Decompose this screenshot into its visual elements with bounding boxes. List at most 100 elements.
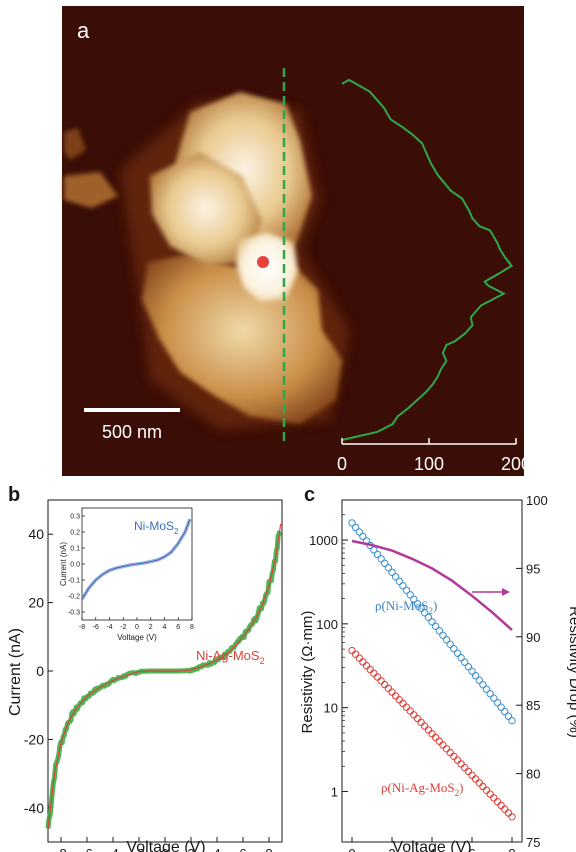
ni-mos2-point	[450, 645, 458, 653]
res-xtick-label: 8	[508, 846, 515, 852]
drop-ytick-label: 100	[526, 493, 548, 508]
res-xtick-label: 6	[468, 846, 475, 852]
ni-mos2-point	[457, 654, 465, 662]
afm-lower-grain	[142, 255, 342, 424]
ni-mos2-point	[351, 523, 360, 532]
ni-ag-mos2-point	[442, 745, 451, 753]
inset-axis-ticks: -8 -6 -4 -2 0 2 4 6 8 -0.3 -0.2 -0.1 0.0 0.1 0.2 0.3	[68, 514, 194, 632]
drop-ytick-label: 75	[526, 835, 540, 850]
inset-xtick-label: -2	[120, 624, 126, 631]
ni-mos2-point	[428, 618, 436, 626]
ni-ag-mos2-point	[402, 703, 411, 711]
ni-mos2-point	[373, 550, 382, 559]
ni-mos2-point	[395, 577, 403, 585]
iv-xtick-label: 6	[239, 846, 246, 852]
panel-c: c 0 2 4 6 8 1 10 100 1000 75 80 85 90 95 100 ρ(Ni-MoS2…	[299, 484, 576, 852]
ni-mos2-point	[399, 582, 407, 590]
ni-ag-mos2-point	[508, 813, 516, 821]
ni-mos2-point	[497, 703, 505, 711]
res-ytick-label: 10	[324, 701, 338, 716]
ni-ag-mos2-label: ρ(Ni-Ag-MoS2)	[381, 780, 464, 798]
ni-mos2-point	[501, 708, 509, 716]
ni-mos2-point	[431, 622, 440, 630]
ni-ag-mos2-point	[431, 733, 440, 742]
inset-ytick-label: 0.1	[70, 546, 80, 553]
ni-ag-mos2-point	[486, 790, 494, 798]
ni-ag-mos2-point	[497, 801, 505, 810]
ni-ag-mos2-point	[348, 646, 356, 655]
ni-mos2-point	[468, 667, 476, 675]
panel-c-label: c	[304, 484, 315, 506]
ni-ag-mos2-point	[475, 779, 483, 787]
inset-curve-ni-mos2	[81, 519, 191, 600]
right-axis-arrow	[472, 588, 510, 596]
ni-ag-mos2-point	[384, 684, 393, 692]
ni-ag-mos2-point	[351, 650, 360, 658]
profile-axis-ticks: 0 100 200	[337, 438, 531, 474]
ni-mos2-point	[377, 555, 385, 563]
ni-ag-mos2-point	[446, 748, 454, 757]
ni-ag-mos2-point	[428, 730, 436, 738]
iv-ytick-label: -20	[24, 731, 44, 747]
inset-xtick-label: 2	[149, 624, 153, 631]
ni-mos2-point	[410, 595, 418, 603]
ni-ag-mos2-point	[381, 680, 389, 689]
panel-b-label: b	[8, 484, 20, 506]
iv-xtick-label: 8	[265, 846, 272, 852]
iv-xtick-label: -2	[133, 846, 145, 852]
resistivity-drop-line	[351, 539, 513, 631]
ni-ag-mos2-point	[501, 805, 509, 813]
ni-ag-mos2-point	[417, 718, 425, 726]
drop-ytick-label: 95	[526, 561, 540, 576]
iv-xlabel: Voltage (V)	[126, 839, 205, 852]
iv-ytick-label: 40	[28, 526, 44, 542]
ni-mos2-point	[424, 613, 433, 621]
inset-ylabel: Current (nA)	[59, 542, 68, 586]
afm-measurement-spot	[257, 256, 269, 268]
ni-ag-mos2-point	[355, 654, 363, 662]
ni-mos2-point	[348, 519, 356, 527]
res-ytick-label: 1000	[309, 533, 338, 548]
inset-xtick-label: 4	[163, 624, 167, 631]
inset-ytick-label: 0.2	[70, 530, 80, 537]
inset-xtick-label: -8	[79, 624, 85, 631]
ni-ag-mos2-point	[490, 794, 498, 802]
ni-ag-mos2-point	[388, 688, 396, 696]
ni-mos2-point	[475, 676, 483, 684]
ni-ag-mos2-point	[362, 662, 371, 670]
ni-mos2-point	[391, 573, 400, 581]
profile-tick-label: 0	[337, 454, 347, 474]
inset-series-label: Ni-MoS2	[134, 519, 179, 536]
ni-mos2-point	[490, 694, 498, 702]
ni-ag-mos2-point	[424, 726, 433, 734]
ni-ag-mos2-point	[399, 699, 407, 708]
inset-xtick-label: -6	[93, 624, 99, 631]
inset-ytick-label: 0.0	[70, 562, 80, 569]
iv-ytick-label: 20	[28, 595, 44, 611]
ni-ag-mos2-point	[410, 711, 418, 719]
ni-ag-mos2-points	[348, 646, 516, 821]
ni-ag-mos2-point	[377, 677, 385, 685]
afm-bright-grain	[236, 232, 298, 302]
res-xtick-label: 2	[388, 846, 395, 852]
inset-ytick-label: 0.3	[70, 514, 80, 521]
inset-xtick-label: 6	[176, 624, 180, 631]
scale-bar-label: 500 nm	[102, 422, 162, 442]
ni-mos2-label: ρ(Ni-MoS2)	[375, 598, 437, 616]
ni-mos2-point	[446, 640, 454, 648]
resistivity-axis-ticks: 0 2 4 6 8 1 10 100 1000 75 80 85 90 95 100	[309, 493, 548, 852]
ni-mos2-point	[504, 712, 513, 720]
ni-mos2-point	[493, 699, 502, 707]
ni-ag-mos2-point	[435, 737, 443, 745]
ni-mos2-point	[435, 627, 443, 635]
ni-mos2-point	[486, 690, 494, 698]
ni-mos2-point	[471, 672, 480, 680]
ni-ag-mos2-point	[370, 669, 378, 677]
iv-ytick-label: 0	[36, 663, 44, 679]
inset-ytick-label: -0.1	[68, 578, 80, 585]
ni-mos2-point	[508, 717, 516, 725]
ni-mos2-point	[464, 663, 473, 671]
